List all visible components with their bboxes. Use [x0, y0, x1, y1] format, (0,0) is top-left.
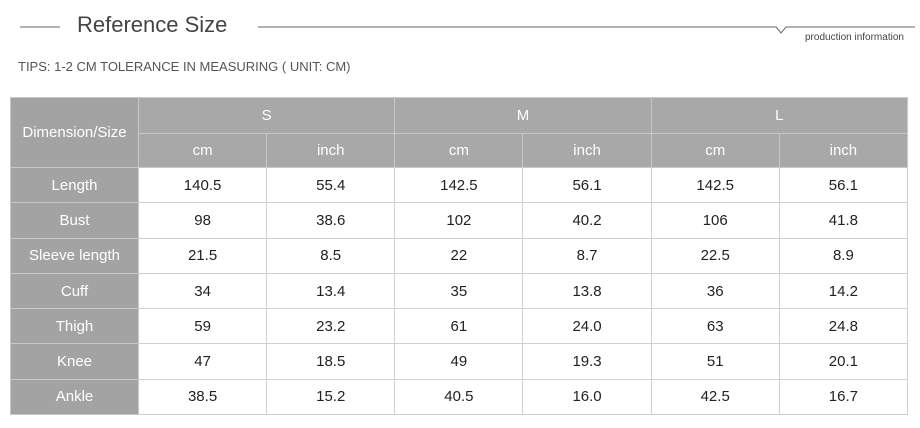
- row-label: Bust: [10, 202, 139, 239]
- cell: 40.2: [522, 202, 652, 239]
- cell: 40.5: [394, 378, 524, 416]
- cell: 59: [137, 308, 268, 345]
- cell: 47: [137, 343, 268, 380]
- unit-header: inch: [522, 133, 652, 168]
- tips: TIPS: 1-2 CM TOLERANCE IN MEASURING ( UN…: [18, 59, 351, 74]
- subtitle: production information: [805, 32, 904, 43]
- row-label: Cuff: [10, 272, 139, 310]
- cell: 22: [394, 237, 524, 274]
- cell: 63: [650, 308, 780, 345]
- cell: 55.4: [266, 166, 396, 204]
- cell: 15.2: [266, 378, 396, 416]
- row-label: Ankle: [10, 378, 139, 416]
- cell: 22.5: [650, 237, 780, 274]
- cell: 42.5: [650, 378, 780, 416]
- row: Cuff 34 13.4 35 13.8 36 14.2: [10, 272, 909, 310]
- cell: 20.1: [778, 343, 909, 380]
- row: Knee 47 18.5 49 19.3 51 20.1: [10, 343, 909, 380]
- row: Ankle 38.5 15.2 40.5 16.0 42.5 16.7: [10, 378, 909, 416]
- cell: 8.9: [778, 237, 909, 274]
- header-lines: [20, 26, 915, 34]
- row: Length 140.5 55.4 142.5 56.1 142.5 56.1: [10, 166, 909, 204]
- row-label: Length: [10, 166, 139, 204]
- cell: 140.5: [137, 166, 268, 204]
- cell: 49: [394, 343, 524, 380]
- cell: 142.5: [650, 166, 780, 204]
- cell: 16.0: [522, 378, 652, 416]
- unit-header: cm: [394, 133, 524, 168]
- corner-header: Dimension/Size: [10, 97, 139, 168]
- cell: 14.2: [778, 272, 909, 310]
- cell: 24.0: [522, 308, 652, 345]
- cell: 13.8: [522, 272, 652, 310]
- row-label: Knee: [10, 343, 139, 380]
- cell: 13.4: [266, 272, 396, 310]
- unit-header: inch: [778, 133, 909, 168]
- cell: 18.5: [266, 343, 396, 380]
- row-label: Thigh: [10, 308, 139, 345]
- unit-header: cm: [650, 133, 780, 168]
- size-header: S: [137, 97, 396, 134]
- row: cm inch cm inch cm inch: [11, 133, 909, 168]
- cell: 35: [394, 272, 524, 310]
- cell: 24.8: [778, 308, 909, 345]
- row: Dimension/Size S M L: [10, 97, 909, 168]
- cell: 56.1: [522, 166, 652, 204]
- cell: 51: [650, 343, 780, 380]
- cell: 21.5: [137, 237, 268, 274]
- unit-header: cm: [137, 133, 268, 168]
- cell: 102: [394, 202, 524, 239]
- cell: 36: [650, 272, 780, 310]
- cell: 34: [137, 272, 268, 310]
- cell: 8.5: [266, 237, 396, 274]
- row: Bust 98 38.6 102 40.2 106 41.8: [10, 202, 909, 239]
- cell: 8.7: [522, 237, 652, 274]
- row: Sleeve length 21.5 8.5 22 8.7 22.5 8.9: [10, 237, 909, 274]
- cell: 41.8: [778, 202, 909, 239]
- row-label: Sleeve length: [10, 237, 139, 274]
- cell: 23.2: [266, 308, 396, 345]
- cell: 38.5: [137, 378, 268, 416]
- cell: 38.6: [266, 202, 396, 239]
- unit-header: inch: [266, 133, 396, 168]
- size-header: L: [650, 97, 909, 134]
- cell: 61: [394, 308, 524, 345]
- title: Reference Size: [77, 12, 228, 37]
- cell: 56.1: [778, 166, 909, 204]
- cell: 16.7: [778, 378, 909, 416]
- cell: 106: [650, 202, 780, 239]
- row: Thigh 59 23.2 61 24.0 63 24.8: [10, 308, 909, 345]
- cell: 98: [137, 202, 268, 239]
- cell: 19.3: [522, 343, 652, 380]
- cell: 142.5: [394, 166, 524, 204]
- size-header: M: [394, 97, 652, 134]
